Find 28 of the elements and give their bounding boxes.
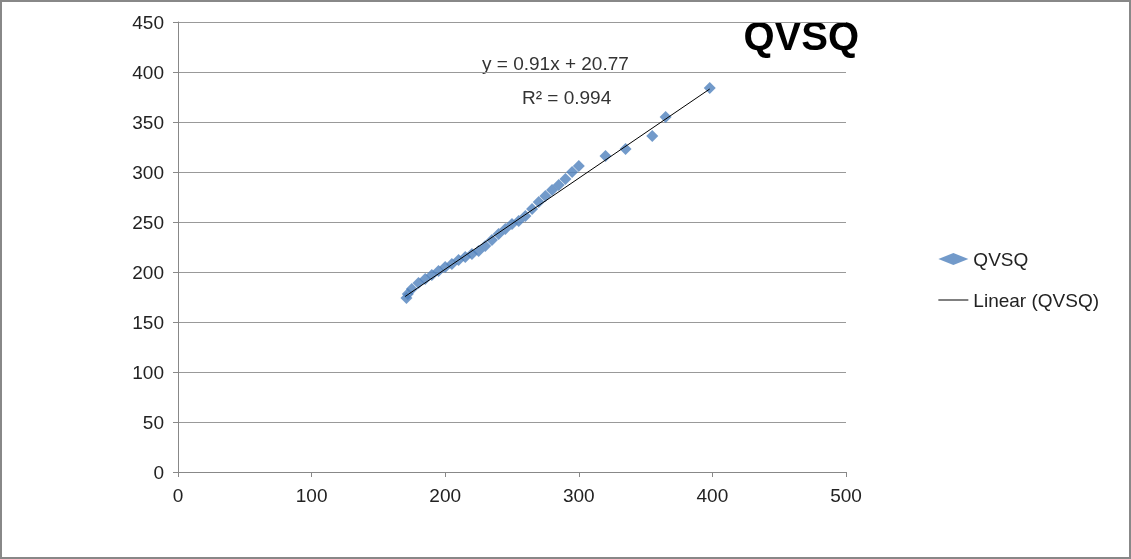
point	[566, 166, 579, 178]
y-tick-label: 350	[132, 111, 164, 133]
x-tick-label: 200	[429, 485, 462, 506]
y-tick-label: 150	[132, 311, 164, 333]
legend-label: QVSQ	[973, 248, 1029, 270]
point	[646, 130, 659, 142]
y-tick-label: 200	[132, 261, 164, 283]
y-tick-label: 50	[142, 411, 164, 433]
chart-title: QVSQ	[743, 14, 860, 58]
point	[559, 173, 572, 185]
annotation: R² = 0.994	[522, 87, 612, 108]
y-tick-label: 300	[132, 161, 164, 183]
y-tick-label: 450	[132, 11, 164, 33]
point	[703, 82, 716, 94]
y-tick-label: 0	[153, 461, 164, 483]
x-tick-label: 300	[562, 485, 595, 506]
y-tick-label: 250	[132, 211, 164, 233]
point	[552, 179, 565, 191]
y-tick-label: 100	[132, 361, 164, 383]
x-tick-label: 400	[696, 485, 729, 506]
x-tick-label: 100	[295, 485, 328, 506]
x-tick-label: 500	[830, 485, 862, 506]
point	[546, 184, 559, 196]
point	[539, 190, 552, 202]
x-tick-label: 0	[172, 485, 184, 506]
point	[572, 160, 585, 172]
y-tick-label: 400	[132, 61, 164, 83]
legend-label: Linear (QVSQ)	[973, 289, 1099, 311]
